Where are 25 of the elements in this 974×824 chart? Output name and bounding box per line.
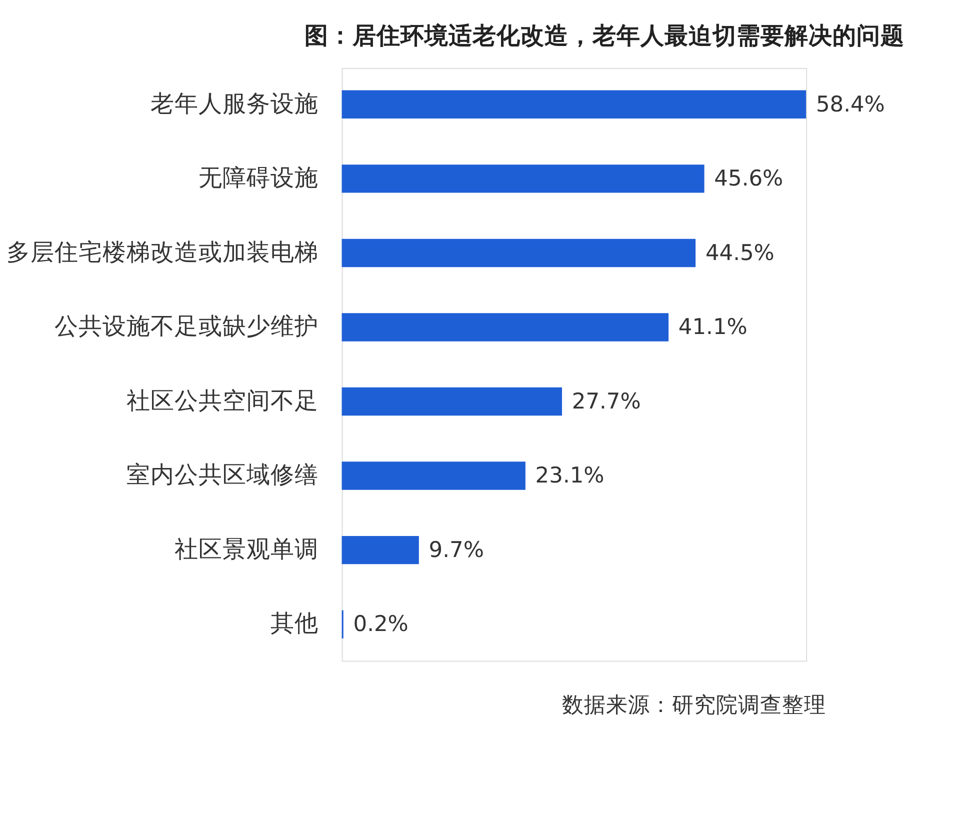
source-note: 数据来源：研究院调查整理 <box>562 693 826 718</box>
data-label: 0.2% <box>353 612 408 638</box>
bar <box>342 313 669 342</box>
data-label: 44.5% <box>705 240 774 266</box>
data-label: 23.1% <box>535 464 604 489</box>
y-tick-label: 多层住宅楼梯改造或加装电梯 <box>6 238 319 266</box>
bar <box>342 238 696 268</box>
chart-title: 图：居住环境适老化改造，老年人最迫切需要解决的问题 <box>304 21 905 50</box>
bar <box>342 462 526 490</box>
data-label: 58.4% <box>816 92 885 118</box>
bar <box>342 90 806 119</box>
y-tick-label: 公共设施不足或缺少维护 <box>54 312 319 340</box>
data-label: 27.7% <box>572 389 641 414</box>
data-label: 9.7% <box>428 538 484 563</box>
y-tick-label: 社区公共空间不足 <box>126 386 319 414</box>
y-tick-label: 老年人服务设施 <box>150 89 319 118</box>
y-tick-label: 室内公共区域修缮 <box>126 460 319 489</box>
y-tick-label: 无障碍设施 <box>198 164 319 192</box>
bar <box>342 536 419 564</box>
data-label: 41.1% <box>678 315 748 340</box>
y-tick-label: 其他 <box>270 609 319 638</box>
data-label: 45.6% <box>714 166 784 192</box>
y-tick-label: 社区景观单调 <box>174 534 319 563</box>
bar <box>342 164 704 193</box>
bar <box>342 387 562 416</box>
